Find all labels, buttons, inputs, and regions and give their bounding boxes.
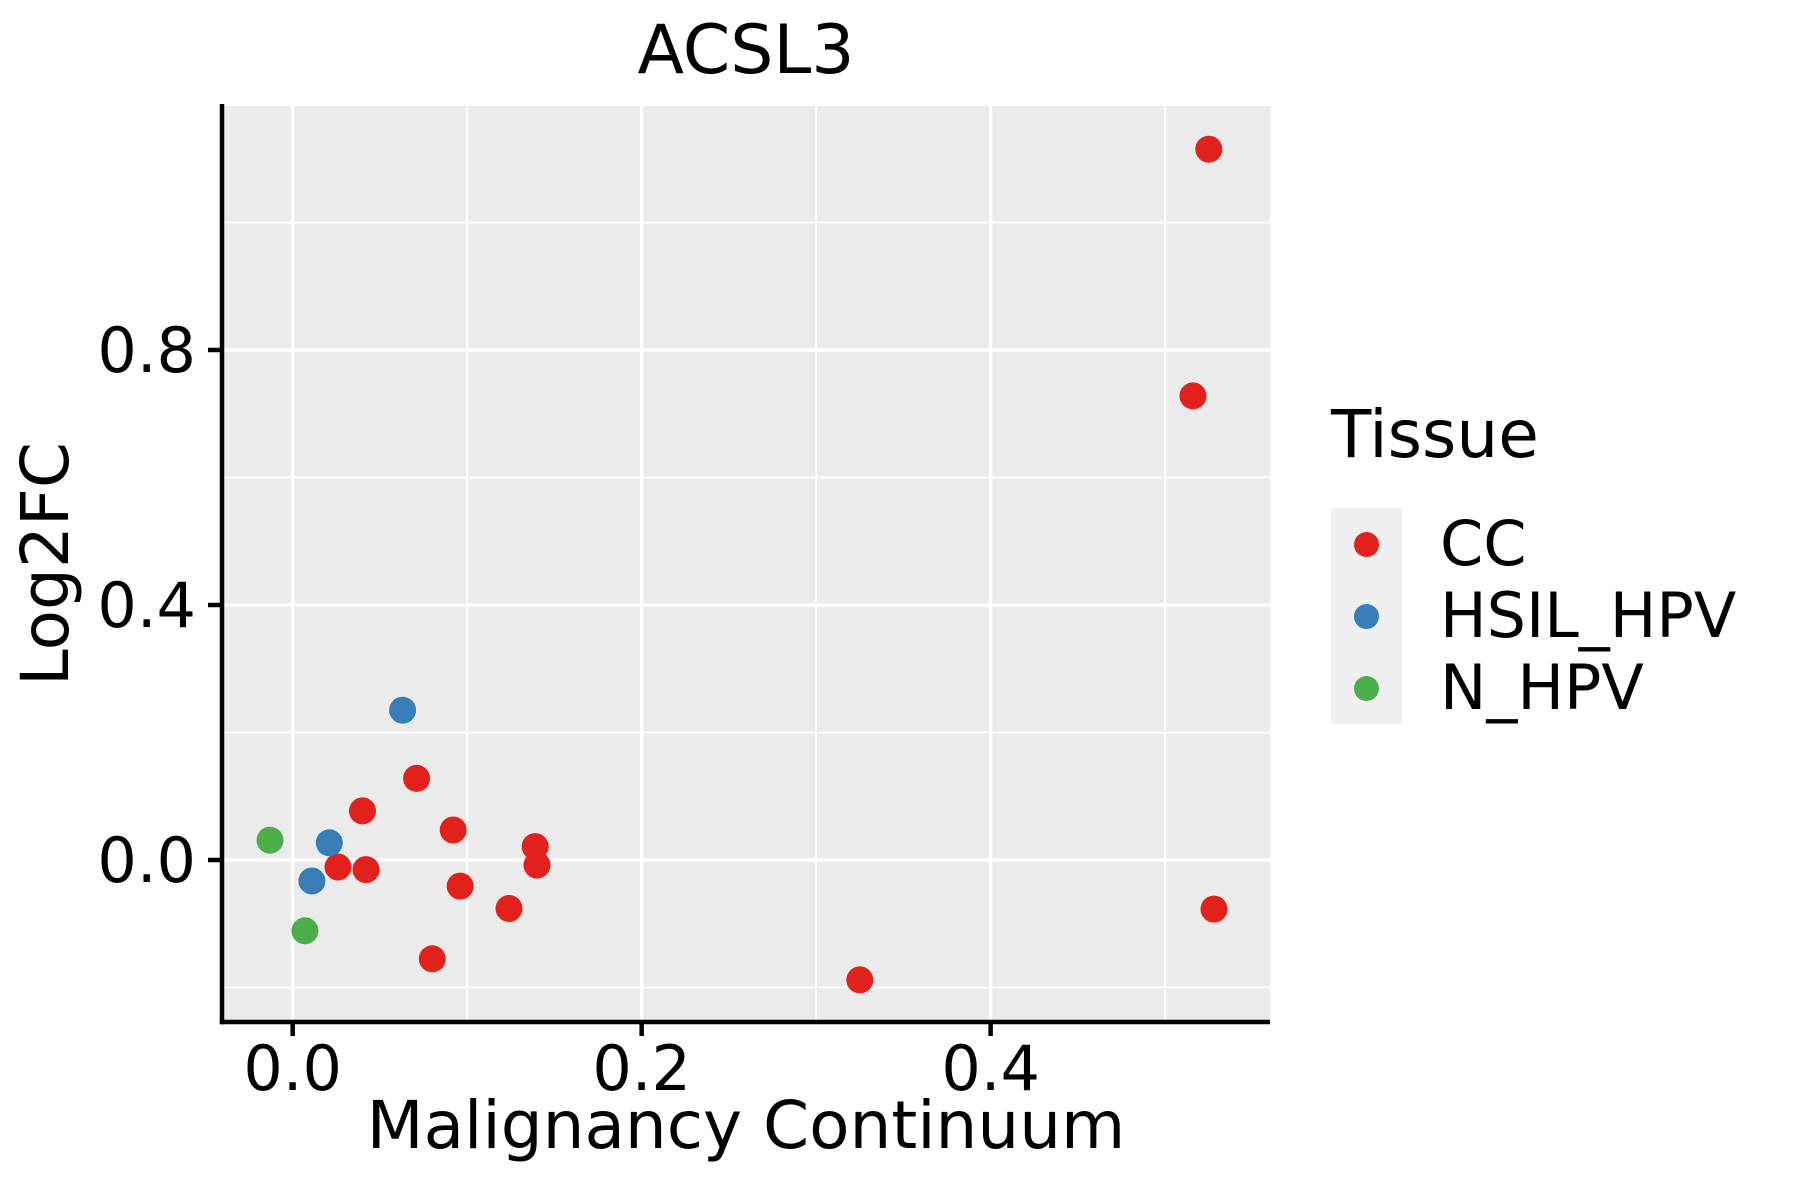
legend-item-label: HSIL_HPV [1440, 579, 1737, 652]
legend-dot-icon [1354, 675, 1379, 701]
legend-dot-icon [1354, 531, 1379, 557]
data-point-N_HPV [256, 826, 284, 854]
data-point-HSIL_HPV [298, 867, 326, 895]
x-axis-title: Malignancy Continuum [366, 1087, 1126, 1164]
y-tick-label: 0.0 [97, 824, 196, 897]
panel-background [222, 106, 1270, 1022]
legend-items: CC HSIL_HPV N_HPV [1331, 508, 1736, 724]
data-point-HSIL_HPV [315, 829, 343, 857]
data-point-CC [495, 895, 523, 922]
data-point-CC [418, 945, 446, 973]
data-point-CC [523, 851, 551, 879]
data-point-CC [352, 856, 380, 884]
legend-dot-icon [1354, 603, 1379, 629]
legend-key [1331, 580, 1402, 652]
data-point-CC [846, 966, 874, 994]
y-tick-label: 0.8 [97, 314, 196, 387]
data-point-HSIL_HPV [389, 696, 417, 724]
x-tick-label: 0.4 [941, 1032, 1040, 1105]
legend-item-label: N_HPV [1440, 651, 1644, 724]
data-point-N_HPV [291, 917, 319, 945]
data-point-CC [1200, 895, 1228, 923]
legend-item-cc: CC [1331, 508, 1736, 580]
data-point-CC [1179, 382, 1207, 410]
legend-item-label: CC [1440, 507, 1527, 580]
legend-key [1331, 508, 1402, 580]
x-tick-label: 0.2 [592, 1032, 691, 1105]
legend-item-hsil-hpv: HSIL_HPV [1331, 580, 1736, 652]
x-tick-label: 0.0 [243, 1032, 342, 1105]
legend-title: Tissue [1331, 396, 1539, 473]
legend-item-n-hpv: N_HPV [1331, 652, 1736, 724]
data-point-CC [403, 764, 431, 792]
plot-title: ACSL3 [637, 11, 855, 90]
data-point-CC [439, 816, 467, 844]
legend-key [1331, 652, 1402, 724]
data-point-CC [349, 797, 376, 825]
data-point-CC [446, 872, 474, 900]
y-tick-label: 0.4 [97, 569, 196, 642]
legend: Tissue CC HSIL_HPV N_HPV [1331, 402, 1736, 724]
data-point-CC [324, 853, 352, 881]
data-point-CC [1195, 135, 1223, 163]
